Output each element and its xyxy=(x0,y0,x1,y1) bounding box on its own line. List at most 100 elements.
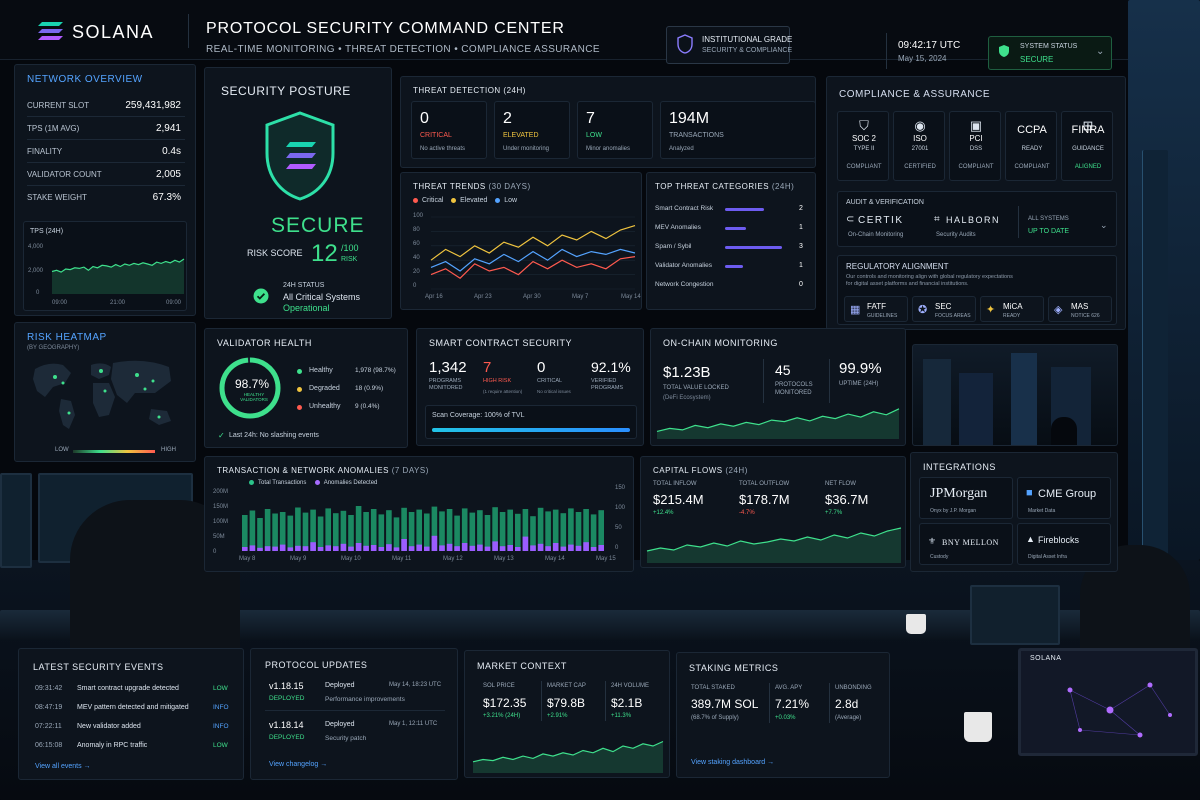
anomaly-bar xyxy=(454,546,460,551)
security-events-panel: LATEST SECURITY EVENTS 09:31:42 Smart con… xyxy=(18,648,244,780)
panel-title: THREAT DETECTION (24H) xyxy=(413,86,526,95)
cert-card[interactable]: ◉ ISO 27001 CERTIFIED xyxy=(893,111,945,181)
risk-score-label: RISK SCORE xyxy=(247,248,303,258)
anomaly-bar xyxy=(439,545,445,551)
update-state: DEPLOYED xyxy=(269,734,305,741)
cert-sub: TYPE II xyxy=(853,146,875,152)
city-camera-feed xyxy=(912,344,1118,446)
tx-bar xyxy=(598,510,604,551)
threat-card[interactable]: 2 ELEVATED Under monitoring xyxy=(494,101,570,159)
network-graph-icon xyxy=(1067,682,1172,738)
reg-badge[interactable]: ◈ MAS NOTICE 626 xyxy=(1048,296,1112,322)
tx-bar xyxy=(575,512,582,551)
chevron-down-icon[interactable]: ⌄ xyxy=(1096,46,1105,57)
categories-title-note: (24H) xyxy=(771,182,795,191)
network-row-value: 67.3% xyxy=(152,192,181,203)
panel-title: COMPLIANCE & ASSURANCE xyxy=(839,89,991,100)
anomaly-bar xyxy=(545,546,551,551)
tx-bar xyxy=(393,517,400,551)
cert-status: COMPLIANT xyxy=(958,164,994,170)
system-status-box[interactable] xyxy=(988,36,1112,70)
anom-x-tick: May 13 xyxy=(494,556,514,562)
update-action: Deployed xyxy=(325,682,355,689)
reg-note: NOTICE 626 xyxy=(1071,313,1100,319)
integration-cme[interactable]: ■ CME Group Market Data xyxy=(1017,477,1111,519)
reg-badge[interactable]: ✪ SEC FOCUS AREAS xyxy=(912,296,976,322)
integration-jpmorgan[interactable]: JPMorgan Onyx by J.P. Morgan xyxy=(919,477,1013,519)
trend-y-tick: 60 xyxy=(413,241,420,247)
status-dot xyxy=(297,405,302,410)
threat-detection-panel: THREAT DETECTION (24H) 0 CRITICAL No activ… xyxy=(400,76,816,168)
update-version: v1.18.15 xyxy=(269,681,304,691)
heatmap-gradient xyxy=(73,450,155,453)
trend-y-tick: 80 xyxy=(413,227,420,233)
event-text: New validator added xyxy=(77,723,141,730)
integration-fireblocks[interactable]: ▲ Fireblocks Digital Asset Infra xyxy=(1017,523,1111,565)
staking-value: 389.7M SOL xyxy=(691,697,759,711)
tx-bar xyxy=(416,509,422,551)
tps-y-low: 0 xyxy=(36,290,40,296)
status24-line2: Operational xyxy=(283,303,330,313)
contract-stat-label: VERIFIED PROGRAMS xyxy=(591,378,624,392)
anomaly-bar xyxy=(446,543,453,551)
panel-title: THREAT TRENDS (30 DAYS) xyxy=(413,182,531,191)
onchain-line-area xyxy=(657,408,899,439)
reg-badge[interactable]: ✦ MiCA READY xyxy=(980,296,1044,322)
reg-name: SEC xyxy=(935,302,952,311)
onchain-line xyxy=(656,408,900,432)
staking-label: AVG. APY xyxy=(775,685,803,691)
threat-card[interactable]: 7 LOW Minor anomalies xyxy=(577,101,653,159)
tx-bar xyxy=(333,513,339,551)
cert-card[interactable]: ⛉ SOC 2 TYPE II COMPLIANT xyxy=(837,111,889,181)
trend-x-tick: Apr 16 xyxy=(425,294,443,300)
anomaly-bar xyxy=(287,547,294,551)
compliance-panel: COMPLIANCE & ASSURANCE ⛉ SOC 2 TYPE II COMP… xyxy=(826,76,1126,330)
legend-anomalies: Anomalies Detected xyxy=(314,480,377,486)
trend-y-tick: 40 xyxy=(413,255,420,261)
panel-title: RISK HEATMAP xyxy=(27,332,107,343)
cert-name: PCI xyxy=(969,134,983,143)
cert-sub: READY xyxy=(1021,146,1043,152)
cert-card[interactable]: ⊞ FINRA GUIDANCE ALIGNED xyxy=(1061,111,1113,181)
cert-name: FINRA xyxy=(1071,124,1105,136)
reg-name: MiCA xyxy=(1003,302,1023,311)
anomaly-bar xyxy=(515,547,521,551)
market-line-area xyxy=(473,741,663,773)
category-value: 3 xyxy=(799,243,803,250)
right-monitor xyxy=(970,585,1060,645)
anomaly-bar xyxy=(340,543,347,551)
contract-stat-note: No critical issues xyxy=(537,389,571,394)
audit-status: UP TO DATE xyxy=(1028,228,1070,235)
cert-sub: DSS xyxy=(969,146,983,152)
smart-contract-panel: SMART CONTRACT SECURITY 1,342 PROGRAMS MO… xyxy=(416,328,644,446)
risk-score-value: 12 xyxy=(311,240,338,267)
threat-card[interactable]: 0 CRITICAL No active threats xyxy=(411,101,487,159)
threat-card-note: Minor anomalies xyxy=(586,146,631,152)
cert-card[interactable]: CCPA READY COMPLIANT xyxy=(1005,111,1057,181)
contract-stat-value: 0 xyxy=(537,359,546,376)
tx-bar xyxy=(590,514,597,551)
validator-row-value: 1,978 (98.7%) xyxy=(355,367,396,374)
building-3 xyxy=(1011,353,1037,445)
trend-x-tick: May 7 xyxy=(572,294,589,300)
reg-badge[interactable]: ▦ FATF GUIDELINES xyxy=(844,296,908,322)
tx-bar xyxy=(249,510,256,551)
contract-stat-label: HIGH RISK xyxy=(483,378,512,384)
integration-bny[interactable]: ⚜ BNY MELLON Custody xyxy=(919,523,1013,565)
event-level: INFO xyxy=(213,723,229,730)
view-staking-link[interactable]: View staking dashboard → xyxy=(691,759,775,766)
panel-title: TRANSACTION & NETWORK ANOMALIES (7 DAYS) xyxy=(217,466,429,475)
view-events-link[interactable]: View all events → xyxy=(35,763,91,770)
coverage-box: Scan Coverage: 100% of TVL xyxy=(425,405,637,439)
panel-title: TOP THREAT CATEGORIES (24H) xyxy=(655,182,794,191)
reg-note: GUIDELINES xyxy=(867,313,898,319)
threat-card[interactable]: 194M TRANSACTIONS Analyzed xyxy=(660,101,816,159)
audit-chevron-icon[interactable]: ⌄ xyxy=(1100,220,1108,230)
staking-value: 7.21% xyxy=(775,697,810,711)
capital-value: $215.4M xyxy=(653,492,704,507)
view-changelog-link[interactable]: View changelog → xyxy=(269,761,328,768)
grade-badge[interactable] xyxy=(666,26,790,64)
protocols-label: PROTOCOLS MONITORED xyxy=(775,382,813,397)
cert-card[interactable]: ▣ PCI DSS COMPLIANT xyxy=(949,111,1001,181)
anom-y-right: 50 xyxy=(615,525,622,531)
